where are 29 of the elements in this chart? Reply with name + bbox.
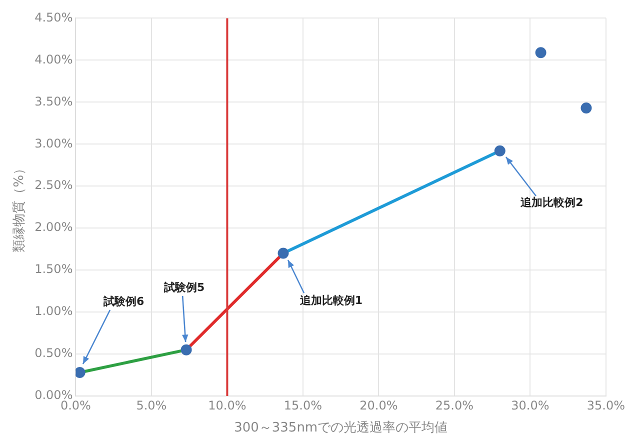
y-tick-label: 2.50% xyxy=(34,178,73,192)
y-tick-label: 3.50% xyxy=(34,94,73,108)
annotation: 試験例5 xyxy=(164,280,205,294)
y-tick-label: 0.50% xyxy=(34,346,73,360)
y-axis-title: 類縁物質（%） xyxy=(12,162,28,252)
y-tick-label: 1.00% xyxy=(34,304,73,318)
annotation: 追加比較例1 xyxy=(300,294,363,308)
y-tick-label: 4.00% xyxy=(34,52,73,66)
annotation: 追加比較例2 xyxy=(520,196,584,209)
x-tick-label: 35.0% xyxy=(586,398,625,412)
x-tick-label: 20.0% xyxy=(360,398,398,412)
x-tick-label: 10.0% xyxy=(208,398,246,412)
point xyxy=(76,366,86,378)
y-tick-label: 1.50% xyxy=(34,262,73,276)
x-tick-label: 25.0% xyxy=(435,398,474,412)
y-tick-label: 3.00% xyxy=(34,136,73,150)
point xyxy=(580,102,592,114)
point xyxy=(278,248,289,259)
point xyxy=(535,47,546,58)
point xyxy=(494,145,506,156)
point xyxy=(180,344,192,356)
x-tick-label: 15.0% xyxy=(284,398,322,412)
annotation: 試験例6 xyxy=(103,295,144,308)
x-tick-label: 0.0% xyxy=(60,398,91,412)
x-axis-title: 300～335nmでの光透過率の平均値 xyxy=(234,420,448,436)
x-tick-label: 5.0% xyxy=(136,398,167,412)
y-tick-label: 2.00% xyxy=(34,220,73,234)
y-tick-label: 4.50% xyxy=(34,10,73,24)
x-tick-label: 30.0% xyxy=(511,398,550,412)
